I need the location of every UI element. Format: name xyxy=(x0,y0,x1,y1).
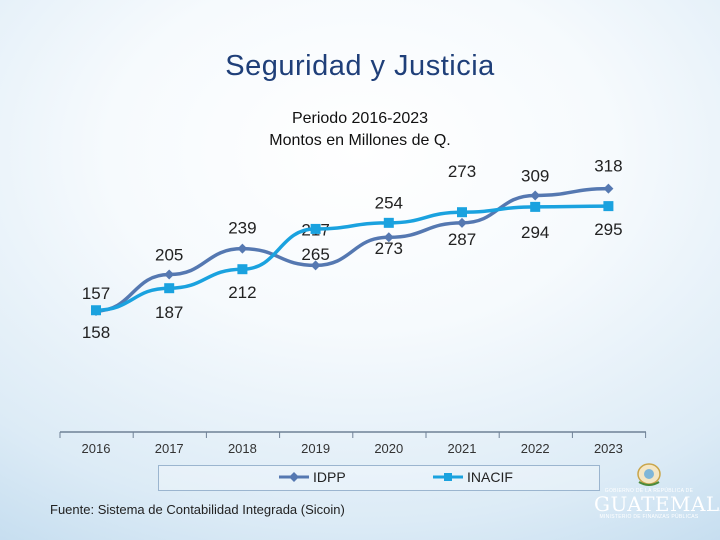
chart-subtitle-units: Montos en Millones de Q. xyxy=(269,132,451,149)
data-label-inacif: 287 xyxy=(448,230,476,249)
legend-label-inacif: INACIF xyxy=(467,469,513,485)
data-point-inacif xyxy=(310,223,321,234)
data-label-inacif: 265 xyxy=(301,245,329,264)
legend-item-idpp: IDPP xyxy=(279,469,346,485)
legend-item-inacif: INACIF xyxy=(433,469,513,485)
logo-name: GUATEMALA xyxy=(594,492,720,516)
chart-legend: IDPP INACIF xyxy=(158,465,600,491)
data-point-idpp xyxy=(164,269,175,280)
legend-idpp-line-icon xyxy=(279,472,309,482)
data-label-idpp: 157 xyxy=(82,284,110,303)
data-point-idpp xyxy=(310,260,321,271)
data-point-idpp xyxy=(530,190,541,201)
x-tick-label: 2016 xyxy=(82,441,111,456)
x-tick-label: 2017 xyxy=(155,441,184,456)
data-point-idpp xyxy=(603,183,614,194)
data-label-inacif: 295 xyxy=(594,220,622,239)
guatemala-logo: GOBIERNO DE LA REPÚBLICA DE GUATEMALA MI… xyxy=(594,458,720,528)
data-label-inacif: 273 xyxy=(375,239,403,258)
data-label-inacif: 212 xyxy=(228,283,256,302)
logo-top-text: GOBIERNO DE LA REPÚBLICA DE xyxy=(604,488,694,494)
page-title: Seguridad y Justicia xyxy=(225,50,495,82)
data-label-idpp: 318 xyxy=(594,157,622,176)
legend-inacif-line-icon xyxy=(433,473,463,481)
x-tick-label: 2019 xyxy=(301,441,330,456)
data-point-idpp xyxy=(383,232,394,243)
data-point-inacif xyxy=(91,305,101,316)
source-note: Fuente: Sistema de Contabilidad Integrad… xyxy=(50,502,345,517)
data-point-idpp xyxy=(237,243,248,254)
logo-bottom-text: MINISTERIO DE FINANZAS PÚBLICAS xyxy=(599,514,699,520)
chart-subtitle-period: Periodo 2016-2023 xyxy=(291,110,429,127)
x-tick-label: 2022 xyxy=(521,441,550,456)
legend-label-idpp: IDPP xyxy=(313,469,346,485)
x-tick-label: 2020 xyxy=(374,441,403,456)
x-tick-label: 2023 xyxy=(594,441,623,456)
data-point-inacif xyxy=(603,201,614,212)
coat-of-arms-icon xyxy=(637,463,661,486)
data-label-idpp: 239 xyxy=(228,219,256,238)
data-point-inacif xyxy=(383,217,394,228)
data-point-inacif xyxy=(530,201,541,212)
data-point-idpp xyxy=(457,217,467,228)
data-label-inacif: 294 xyxy=(521,223,549,242)
data-label-idpp: 254 xyxy=(375,193,403,212)
series-line-inacif xyxy=(95,204,609,312)
data-point-inacif xyxy=(164,283,175,294)
data-point-inacif xyxy=(457,207,467,218)
x-tick-label: 2021 xyxy=(448,441,477,456)
x-tick-label: 2018 xyxy=(228,441,257,456)
data-label-idpp: 309 xyxy=(521,166,549,185)
data-point-inacif xyxy=(237,264,248,275)
data-label-inacif: 187 xyxy=(155,303,183,322)
data-label-idpp: 273 xyxy=(448,162,476,181)
data-label-idpp: 205 xyxy=(155,246,183,265)
data-label-inacif: 158 xyxy=(82,323,110,342)
